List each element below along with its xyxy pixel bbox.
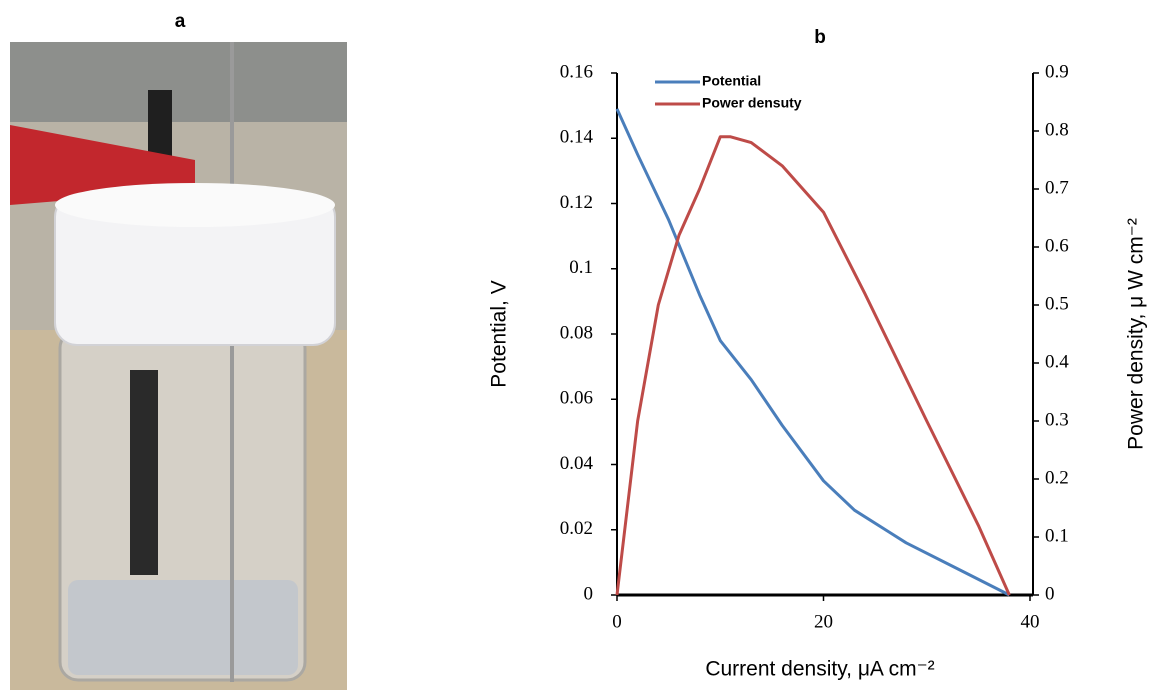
x-tick-label: 0 <box>612 611 622 632</box>
series-line <box>615 135 1011 596</box>
y-tick-label: 0.06 <box>560 388 593 409</box>
y2-tick-label: 0.4 <box>1045 351 1069 372</box>
y2-axis-label: Power density, μ W cm⁻² <box>1125 218 1148 450</box>
y2-tick-label: 0 <box>1045 583 1055 604</box>
x-tick-label: 40 <box>1021 611 1040 632</box>
legend-label: Power densuty <box>702 95 802 111</box>
series-line <box>615 108 1011 597</box>
y-tick-label: 0.12 <box>560 192 593 213</box>
x-tick-label: 20 <box>814 611 833 632</box>
y2-tick-label: 0.9 <box>1045 61 1069 82</box>
y2-tick-label: 0.2 <box>1045 467 1069 488</box>
y-tick-label: 0.16 <box>560 61 593 82</box>
y2-tick-label: 0.5 <box>1045 293 1069 314</box>
y-tick-label: 0.08 <box>560 322 593 343</box>
panel-label: a <box>175 11 186 32</box>
y-tick-label: 0 <box>584 583 594 604</box>
y-axis-label: Potential, V <box>488 280 511 387</box>
y2-tick-label: 0.1 <box>1045 525 1069 546</box>
y-tick-label: 0.14 <box>560 127 594 148</box>
chart-title: b <box>814 27 826 48</box>
photo <box>10 42 347 690</box>
y-tick-label: 0.04 <box>560 453 594 474</box>
x-axis-label: Current density, μA cm⁻² <box>705 658 934 681</box>
y2-tick-label: 0.7 <box>1045 177 1069 198</box>
y2-tick-label: 0.6 <box>1045 235 1069 256</box>
y-tick-label: 0.02 <box>560 518 593 539</box>
y2-tick-label: 0.8 <box>1045 119 1069 140</box>
y2-tick-label: 0.3 <box>1045 409 1069 430</box>
y-tick-label: 0.1 <box>569 257 593 278</box>
legend-label: Potential <box>702 73 761 89</box>
